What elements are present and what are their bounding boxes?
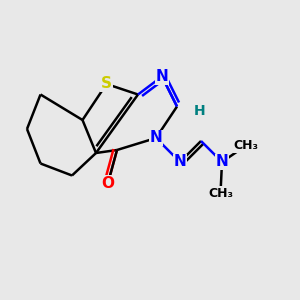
Text: S: S — [101, 76, 112, 92]
Text: CH₃: CH₃ — [208, 187, 233, 200]
Text: N: N — [216, 154, 228, 169]
Text: CH₃: CH₃ — [233, 139, 259, 152]
Text: N: N — [156, 69, 168, 84]
Text: O: O — [101, 176, 115, 190]
Text: H: H — [194, 104, 205, 118]
Text: N: N — [150, 130, 162, 146]
Text: N: N — [174, 154, 186, 169]
